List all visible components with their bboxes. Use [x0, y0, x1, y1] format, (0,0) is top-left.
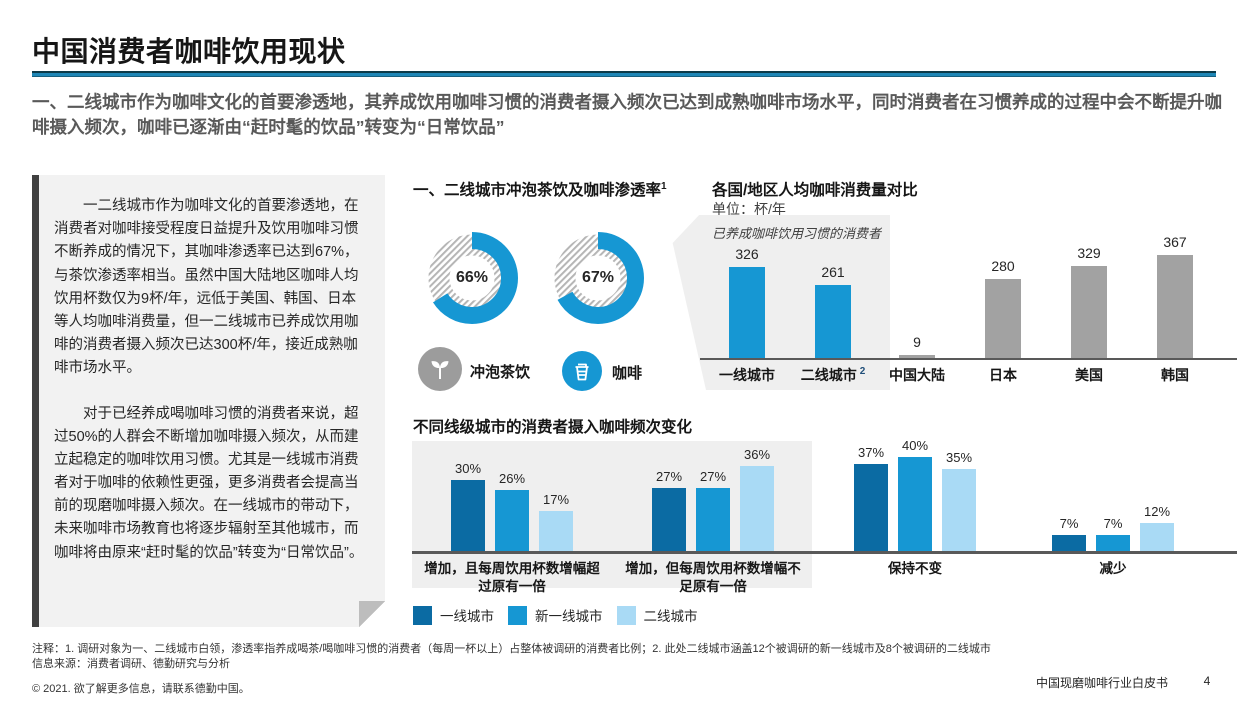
coffee-cup-icon — [562, 351, 602, 391]
category-footnote-marker: 2 — [859, 366, 866, 378]
quote-text-box: 一二线城市作为咖啡文化的首要渗透地，在消费者对咖啡接受程度日益提升及饮用咖啡习惯… — [39, 175, 385, 627]
country-bar-value-label: 329 — [1077, 245, 1101, 261]
country-bar-value-label: 280 — [991, 258, 1015, 274]
country-category-label: 中国大陆 — [889, 367, 945, 383]
quote-paragraph-2: 对于已经养成喝咖啡习惯的消费者来说，超过50%的人群会不断增加咖啡摄入频次，从而… — [54, 405, 364, 561]
frequency-bar-value-label: 30% — [454, 461, 482, 476]
frequency-category-label: 减少 — [1099, 561, 1127, 576]
sidebar-quote-block: 一二线城市作为咖啡文化的首要渗透地，在消费者对咖啡接受程度日益提升及饮用咖啡习惯… — [32, 175, 385, 627]
legend-label: 一线城市 — [440, 609, 494, 624]
frequency-bar — [854, 464, 888, 551]
country-bar-value-label: 261 — [821, 264, 845, 280]
country-category-label: 一线城市 — [719, 367, 775, 383]
legend-item: 二线城市 — [616, 605, 698, 625]
frequency-bar-value-label: 7% — [1059, 516, 1079, 531]
title-footnote-marker: 1 — [661, 180, 667, 192]
quote-paragraph-1: 一二线城市作为咖啡文化的首要渗透地，在消费者对咖啡接受程度日益提升及饮用咖啡习惯… — [54, 198, 359, 377]
country-category-label: 美国 — [1075, 367, 1103, 383]
city-tier-legend: 一线城市 新一线城市 二线城市 — [413, 605, 698, 625]
frequency-grouped-bar-chart: 30% 26% 17% 27% 27% 36% 37% 40% 35% 7% 7% 12% — [412, 438, 1237, 554]
country-chart-unit-label: 单位：杯/年 — [712, 201, 786, 217]
frequency-category-label: 保持不变 — [888, 561, 942, 576]
country-bar-value-label: 9 — [913, 334, 921, 350]
country-chart-title: 各国/地区人均咖啡消费量对比 — [712, 182, 918, 199]
country-bar-value-label: 367 — [1163, 234, 1187, 250]
country-bar — [899, 355, 935, 358]
country-bar — [985, 279, 1021, 358]
legend-swatch — [413, 605, 432, 625]
footnote-text: 注释：1. 调研对象为一、二线城市白领，渗透率指养成喝茶/喝咖啡习惯的消费者（每… — [32, 643, 991, 655]
coffee-penetration-donut: 67% — [548, 228, 648, 328]
country-chart-axis — [700, 357, 1237, 360]
tea-sprout-glyph — [431, 361, 449, 379]
frequency-bar — [495, 490, 529, 551]
donut-center-value: 66% — [455, 269, 489, 286]
frequency-bar — [696, 488, 730, 551]
source-text: 信息来源：消费者调研、德勤研究与分析 — [32, 658, 230, 670]
habit-consumer-callout-shape — [672, 215, 890, 390]
frequency-bar — [451, 480, 485, 551]
country-bar-chart: 326 261 9 280 329 367 — [700, 234, 1237, 360]
frequency-bar — [898, 457, 932, 551]
donut-center-value: 67% — [581, 269, 615, 286]
country-category-label: 日本 — [989, 367, 1017, 383]
legend-swatch — [508, 605, 527, 625]
country-bar — [1157, 255, 1193, 358]
frequency-bar-value-label: 35% — [945, 450, 973, 465]
country-bar-value-label: 326 — [735, 246, 759, 262]
country-category-label: 韩国 — [1161, 367, 1189, 383]
country-bar — [1071, 266, 1107, 358]
frequency-category-label: 增加，且每周饮用杯数增幅超过原有一倍 — [424, 561, 600, 595]
frequency-bar-value-label: 36% — [743, 447, 771, 462]
frequency-bar — [740, 466, 774, 551]
frequency-chart-category-row: 增加，且每周饮用杯数增幅超过原有一倍 增加，但每周饮用杯数增幅不足原有一倍 保持不变… — [412, 560, 1237, 600]
copyright-text: © 2021. 欲了解更多信息，请联系德勤中国。 — [32, 683, 250, 695]
country-category-label: 二线城市 2 — [800, 366, 866, 383]
frequency-bar — [1052, 535, 1086, 551]
donut-ring-svg — [426, 232, 518, 324]
coffee-cup-glyph — [575, 363, 589, 381]
page-title: 中国消费者咖啡饮用现状 — [32, 36, 346, 67]
frequency-bar-value-label: 37% — [857, 445, 885, 460]
frequency-chart-title: 不同线级城市的消费者摄入咖啡频次变化 — [413, 419, 693, 436]
frequency-chart-axis — [412, 551, 1237, 554]
page-fold-corner — [359, 601, 385, 627]
legend-label: 二线城市 — [643, 609, 698, 624]
donut-chart-title: 一、二线城市冲泡茶饮及咖啡渗透率1 — [413, 180, 667, 199]
quote-accent-bar — [32, 175, 39, 627]
frequency-category-label: 增加，但每周饮用杯数增幅不足原有一倍 — [625, 561, 801, 595]
country-bar — [815, 285, 851, 358]
tea-penetration-donut: 66% — [422, 228, 522, 328]
frequency-bar — [1140, 523, 1174, 551]
donut-value-arc — [426, 232, 518, 324]
coffee-donut-label: 咖啡 — [612, 365, 643, 382]
page-number: 4 — [1203, 674, 1211, 688]
frequency-bar-value-label: 27% — [699, 469, 727, 484]
donut-value-arc — [552, 232, 644, 324]
document-title: 中国现磨咖啡行业白皮书 — [1035, 676, 1168, 690]
legend-label: 新一线城市 — [535, 609, 603, 624]
frequency-bar-value-label: 26% — [498, 471, 526, 486]
frequency-bar — [652, 488, 686, 551]
frequency-bar-value-label: 17% — [542, 492, 570, 507]
key-message-subtitle: 一、二线城市作为咖啡文化的首要渗透地，其养成饮用咖啡习惯的消费者摄入频次已达到成… — [32, 92, 1222, 137]
frequency-bar — [942, 469, 976, 551]
frequency-bar-value-label: 7% — [1103, 516, 1123, 531]
legend-item: 新一线城市 — [508, 605, 603, 625]
country-bar — [729, 267, 765, 358]
tea-sprout-icon — [418, 347, 462, 391]
habit-consumer-callout-label: 已养成咖啡饮用习惯的消费者 — [712, 226, 882, 241]
frequency-bar-value-label: 27% — [655, 469, 683, 484]
legend-swatch — [616, 605, 636, 625]
country-chart-category-row: 一线城市 二线城市 2 中国大陆 日本 美国 韩国 — [700, 365, 1237, 385]
donut-ring-svg — [552, 232, 644, 324]
frequency-bar — [1096, 535, 1130, 551]
tea-donut-label: 冲泡茶饮 — [470, 364, 531, 381]
frequency-bar — [539, 511, 573, 551]
legend-item: 一线城市 — [413, 605, 494, 625]
title-divider-rule — [32, 71, 1216, 77]
frequency-bar-value-label: 40% — [901, 438, 929, 453]
frequency-bar-value-label: 12% — [1143, 504, 1171, 519]
